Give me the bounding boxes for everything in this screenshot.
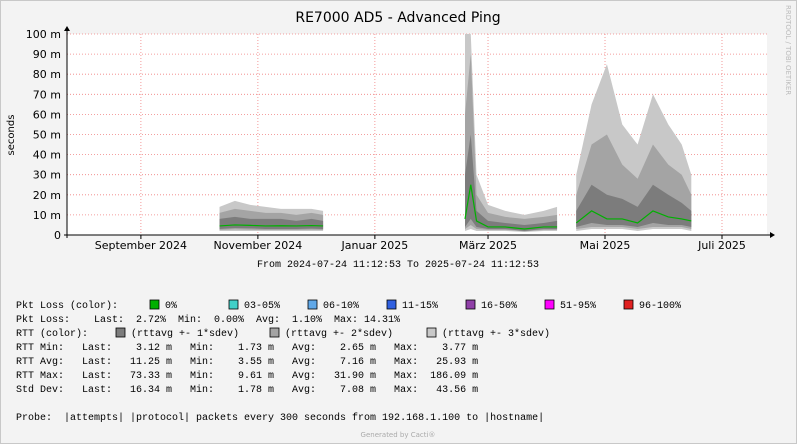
x-tick-label: März 2025 [459,239,517,252]
stats-row: RTT Min: Last: 3.12 m Min: 1.73 m Avg: 2… [16,342,478,354]
legend-swatch [386,299,397,310]
legend-label: 11-15% [402,301,438,312]
x-tick-label: Mai 2025 [580,239,631,252]
x-axis-arrow [770,232,775,238]
stats-row: Std Dev: Last: 16.34 m Min: 1.78 m Avg: … [16,384,478,396]
legend-swatch [269,327,280,338]
side-text: RRDTOOL / TOBI OETIKER [784,5,792,95]
stats-row: Pkt Loss: Last: 2.72% Min: 0.00% Avg: 1.… [16,314,400,326]
legend-label: (rttavg +- 2*sdev) [285,328,393,340]
legend-label: (rttavg +- 1*sdev) [131,328,239,340]
y-tick-label: 60 m [33,108,61,121]
median-line [219,224,324,227]
legend-swatch [307,299,318,310]
y-tick-label: 70 m [33,88,61,101]
y-tick-label: 10 m [33,209,61,222]
probe-text: Probe: |attempts| |protocol| packets eve… [16,412,544,424]
x-tick-label: November 2024 [214,239,303,252]
x-tick-label: September 2024 [95,239,187,252]
legend-swatch [623,299,634,310]
legend-swatch [426,327,437,338]
legend-swatch [544,299,555,310]
y-tick-label: 80 m [33,68,61,81]
y-tick-label: 90 m [33,48,61,61]
loss-legend-title: Pkt Loss (color): [16,300,118,312]
y-tick-label: 100 m [26,28,61,41]
y-tick-label: 20 m [33,189,61,202]
y-tick-label: 30 m [33,169,61,182]
y-tick-label: 50 m [33,129,61,142]
y-tick-label: 0 [54,229,61,242]
legend-label: 16-50% [481,301,517,312]
x-tick-label: Januar 2025 [341,239,409,252]
footer: Generated by Cacti® [361,431,436,439]
legend-label: 0% [165,301,177,312]
legend-label: (rttavg +- 3*sdev) [442,328,550,340]
x-tick-label: Juli 2025 [697,239,746,252]
smoke-band [465,134,558,231]
legend-label: 03-05% [244,301,280,312]
stats-row: RTT Avg: Last: 11.25 m Min: 3.55 m Avg: … [16,356,478,368]
chart-title: RE7000 AD5 - Advanced Ping [295,10,500,26]
legend-swatch [228,299,239,310]
legend-label: 96-100% [639,301,681,312]
median-line [464,184,558,230]
stats-row: RTT Max: Last: 73.33 m Min: 9.61 m Avg: … [16,370,478,382]
legend-label: 51-95% [560,301,596,312]
legend-swatch [115,327,126,338]
median-line [575,210,692,224]
legend-swatch [465,299,476,310]
rtt-legend-title: RTT (color): [16,328,88,340]
smoke-band [576,184,692,227]
y-axis-arrow [64,26,70,31]
range-text: From 2024-07-24 11:12:53 To 2025-07-24 1… [257,260,539,271]
legend-label: 06-10% [323,301,359,312]
legend-swatch [149,299,160,310]
y-tick-label: 40 m [33,149,61,162]
y-axis-label: seconds [6,115,17,156]
